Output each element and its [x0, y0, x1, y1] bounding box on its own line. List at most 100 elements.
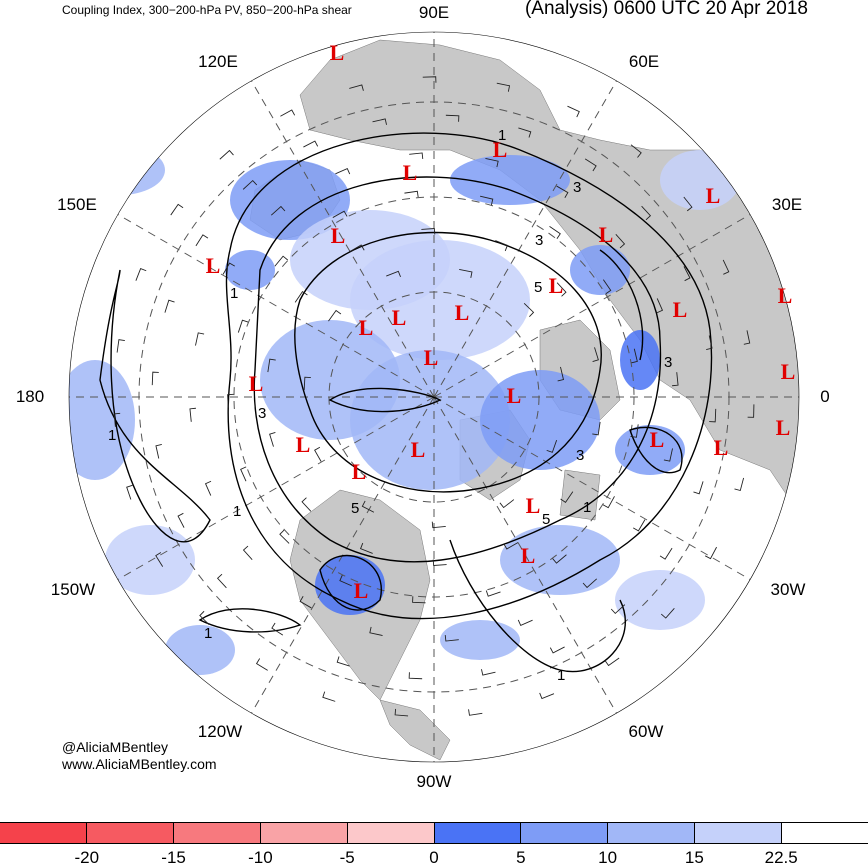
contour-label: 3: [576, 447, 584, 464]
coupling-index-area: [570, 245, 630, 295]
colorbar-swatch: [86, 822, 174, 844]
shear-barb: [199, 610, 210, 625]
colorbar-swatch: [608, 822, 696, 844]
shear-barb: [267, 358, 276, 373]
colorbar-tick-label: 0: [429, 848, 439, 867]
shear-barb: [592, 347, 599, 363]
pv-contour-line: [253, 176, 662, 563]
meridian-line: [117, 396, 435, 580]
shear-barb: [195, 234, 209, 247]
meridian-line: [117, 214, 435, 398]
shear-barb: [151, 371, 159, 386]
shear-barb: [582, 578, 598, 589]
low-pressure-marker: L: [549, 273, 564, 298]
shear-barb: [372, 118, 387, 125]
low-pressure-marker: L: [673, 297, 688, 322]
contour-label: 3: [664, 354, 672, 371]
shear-barb: [269, 431, 276, 447]
low-pressure-marker: L: [352, 459, 367, 484]
low-pressure-marker: L: [403, 160, 418, 185]
colorbar-swatch: [434, 822, 522, 844]
coupling-index-area: [75, 145, 165, 195]
shear-barb: [517, 619, 533, 627]
low-pressure-marker: L: [526, 493, 541, 518]
shear-barb: [237, 319, 249, 333]
shear-barb: [216, 573, 227, 589]
pv-contour-line: [599, 249, 644, 361]
low-pressure-marker: L: [249, 371, 264, 396]
twitter-credit: @AliciaMBentley: [62, 739, 169, 755]
pv-contour-line: [328, 387, 442, 413]
shear-barb: [339, 575, 352, 587]
shear-barb: [222, 262, 236, 275]
shear-barb: [299, 595, 312, 609]
lon-label-120w: 120W: [197, 722, 243, 741]
graticule: [69, 32, 799, 762]
shear-barb: [615, 233, 626, 249]
lon-label-150w: 150W: [50, 580, 96, 599]
shear-barb: [560, 491, 574, 503]
shear-barb: [549, 226, 561, 239]
shear-barb: [485, 158, 499, 168]
shear-barb: [359, 542, 373, 554]
colorbar-tick-label: -5: [339, 848, 355, 867]
shear-barb: [602, 496, 615, 509]
shear-barb: [444, 635, 459, 642]
low-pressure-marker: L: [778, 283, 793, 308]
shear-barb: [557, 366, 565, 382]
lon-label-30w: 30W: [770, 580, 806, 599]
contour-label: 1: [204, 625, 212, 642]
shear-barb: [672, 372, 679, 387]
pv-contour-line: [629, 426, 683, 474]
low-pressure-marker: L: [359, 315, 374, 340]
coupling-index-area: [165, 625, 235, 675]
pv-contour-line: [99, 269, 211, 543]
meridian-line: [251, 80, 435, 398]
shear-barb: [445, 114, 460, 122]
shear-barb: [303, 140, 319, 148]
shear-barb: [602, 279, 612, 295]
contour-label: 3: [258, 405, 266, 422]
shear-barb: [328, 309, 342, 322]
coupling-index-area: [230, 160, 350, 240]
pv-contour-line: [294, 231, 602, 493]
shear-barb: [556, 185, 569, 199]
coupling-index-area: [660, 150, 740, 210]
shear-barb: [552, 554, 567, 564]
shear-barb: [632, 519, 646, 532]
shear-barb: [242, 545, 253, 561]
shear-barb: [280, 109, 296, 117]
colorbar-swatch: [347, 822, 435, 844]
coupling-index-area: [450, 155, 570, 205]
shear-barb: [255, 658, 268, 671]
shear-barb: [274, 255, 288, 267]
shear-barb: [279, 529, 290, 544]
shear-barb: [747, 404, 755, 418]
lon-label-60e: 60E: [628, 52, 660, 71]
shear-barb: [432, 559, 447, 566]
shear-barb: [518, 127, 532, 138]
shear-barb: [459, 269, 473, 278]
shear-barb: [495, 240, 509, 252]
coupling-index-area: [480, 370, 600, 470]
colorbar-swatch: [695, 822, 783, 844]
shear-barb: [242, 179, 258, 190]
lon-label-90e: 90E: [418, 3, 450, 22]
lon-label-0: 0: [820, 387, 830, 406]
low-pressure-marker: L: [354, 578, 369, 603]
coupling-index-area: [440, 620, 520, 660]
shear-barb: [240, 466, 247, 482]
shear-barb: [303, 376, 311, 391]
low-pressure-marker: L: [392, 305, 407, 330]
meridian-line: [251, 396, 435, 714]
low-pressure-marker: L: [206, 253, 221, 278]
shear-barb: [693, 481, 704, 495]
shear-barb: [683, 196, 693, 212]
low-pressure-marker: L: [521, 543, 536, 568]
contour-label: 1: [233, 503, 241, 520]
contour-label: 3: [535, 232, 543, 249]
contour-label: 1: [557, 667, 565, 684]
website-credit: www.AliciaMBentley.com: [62, 756, 217, 772]
shear-barb: [539, 692, 555, 700]
meridian-line: [433, 396, 617, 714]
